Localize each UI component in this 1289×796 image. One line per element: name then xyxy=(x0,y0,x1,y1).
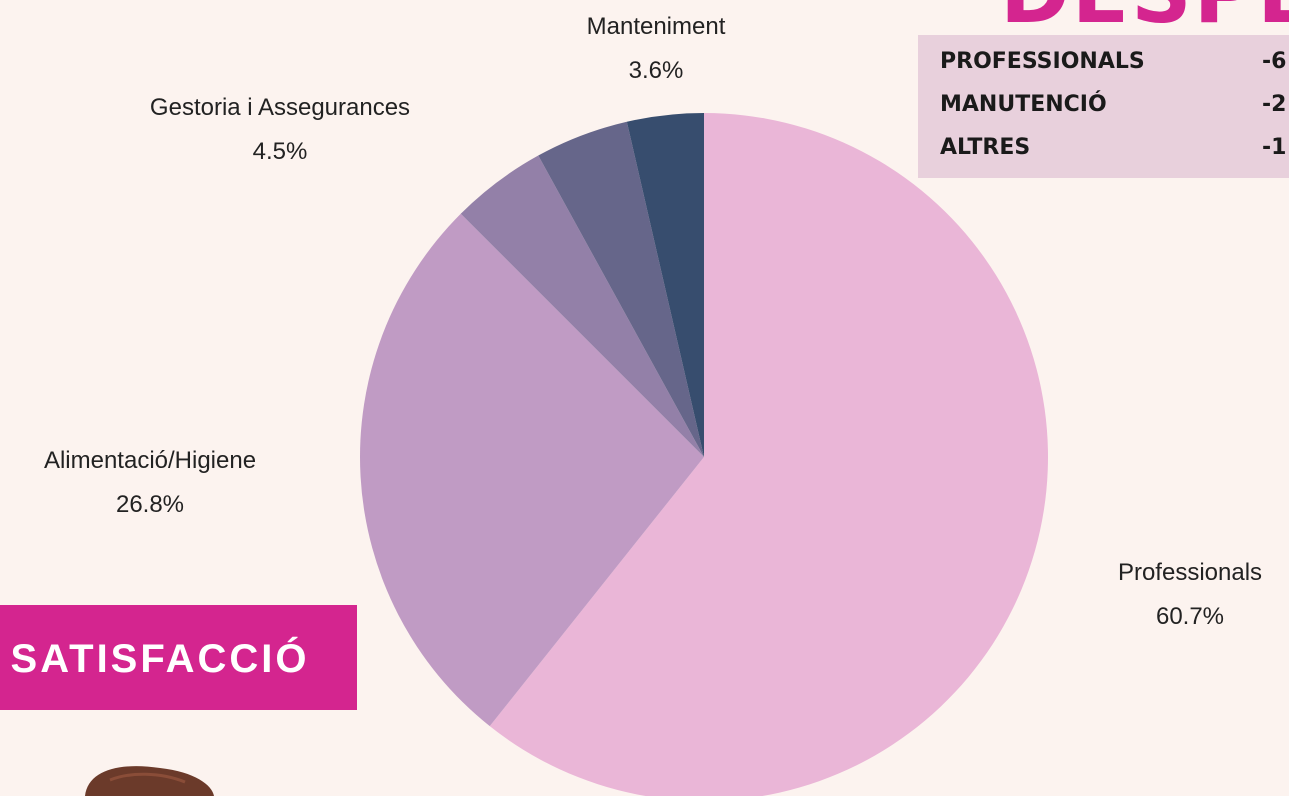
character-hair xyxy=(85,766,214,796)
slice-value-label: 3.6% xyxy=(629,57,684,84)
slice-value-label: 26.8% xyxy=(116,491,184,518)
table-label: ALTRES xyxy=(940,135,1030,160)
slide: DESPES PROFESSIONALS-6MANUTENCIÓ-2ALTRES… xyxy=(0,0,1289,796)
banner-text: SATISFACCIÓ xyxy=(11,635,310,681)
table-label: PROFESSIONALS xyxy=(940,49,1145,74)
slice-label: Professionals xyxy=(1118,559,1262,586)
slice-value-label: 4.5% xyxy=(253,138,308,165)
slice-label: Manteniment xyxy=(587,13,726,40)
pie xyxy=(360,113,1048,796)
slice-label: Gestoria i Assegurances xyxy=(150,94,410,121)
slice-value-label: 60.7% xyxy=(1156,603,1224,630)
table-label: MANUTENCIÓ xyxy=(940,91,1107,117)
slice-label: Alimentació/Higiene xyxy=(44,447,256,474)
chart: DESPES PROFESSIONALS-6MANUTENCIÓ-2ALTRES… xyxy=(0,0,1289,796)
table-value: -6 xyxy=(1262,49,1286,74)
table-value: -1 xyxy=(1262,135,1286,160)
table-value: -2 xyxy=(1262,92,1286,117)
